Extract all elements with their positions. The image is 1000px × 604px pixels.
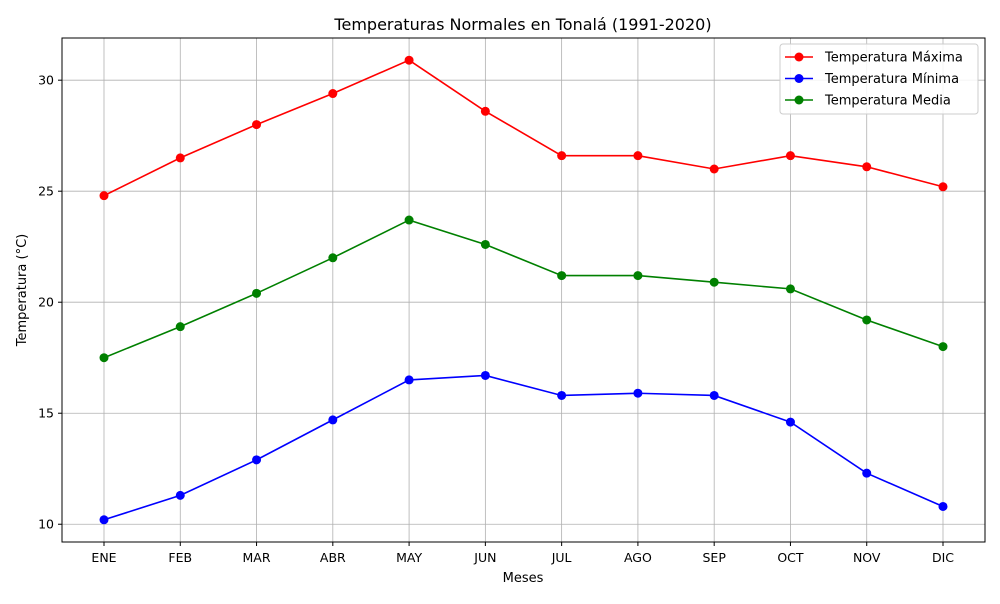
legend-label: Temperatura Máxima [824, 51, 963, 66]
x-tick-label: ABR [320, 550, 346, 565]
data-point [480, 106, 490, 116]
data-point [175, 322, 185, 332]
series-line [103, 59, 944, 197]
data-point [633, 388, 643, 398]
data-point [328, 253, 338, 263]
data-point [557, 271, 567, 281]
data-point [99, 191, 109, 201]
y-tick-label: 10 [38, 517, 54, 532]
data-point [862, 162, 872, 172]
series-1 [99, 55, 948, 201]
data-point [709, 164, 719, 174]
x-tick-label: OCT [777, 550, 804, 565]
data-point [252, 455, 262, 465]
data-point [404, 215, 414, 225]
x-tick-label: AGO [624, 550, 652, 565]
data-point [480, 239, 490, 249]
x-axis: ENE FEB MAR ABR MAY JUN JUL AGO SEP OCT NOV DIC [91, 542, 954, 565]
chart-title: Temperaturas Normales en Tonalá (1991-20… [333, 15, 711, 34]
y-tick-label: 20 [38, 295, 54, 310]
data-point [175, 153, 185, 163]
y-axis: 10 15 20 25 30 [38, 73, 62, 532]
x-tick-label: FEB [168, 550, 192, 565]
series-layer [99, 55, 948, 525]
data-point [404, 375, 414, 385]
y-tick-label: 25 [38, 184, 54, 199]
x-tick-label: MAR [243, 550, 271, 565]
x-tick-label: MAY [396, 550, 422, 565]
legend-swatch-marker [794, 74, 804, 83]
data-point [404, 55, 414, 65]
x-tick-label: DIC [932, 550, 954, 565]
x-tick-label: SEP [702, 550, 726, 565]
legend-swatch-marker [794, 95, 804, 105]
data-point [709, 390, 719, 400]
x-tick-label: ENE [91, 550, 116, 565]
legend-item: Temperatura Media [785, 94, 951, 109]
data-point [557, 390, 567, 400]
data-point [99, 515, 109, 525]
x-tick-label: JUN [473, 550, 496, 565]
grid [62, 38, 985, 542]
legend: Temperatura Máxima Temperatura Mínima Temp… [779, 43, 979, 115]
data-point [557, 151, 567, 161]
series-line [103, 374, 944, 521]
legend-label: Temperatura Mínima [824, 72, 959, 87]
legend-frame [779, 43, 979, 115]
data-point [938, 501, 948, 511]
data-point [785, 284, 795, 294]
data-point [328, 415, 338, 425]
data-point [633, 151, 643, 161]
data-point [709, 277, 719, 287]
plot-frame [61, 37, 986, 543]
y-tick-label: 30 [38, 73, 54, 88]
data-point [938, 182, 948, 192]
data-point [862, 315, 872, 325]
x-axis-label: Meses [503, 571, 544, 586]
data-point [175, 490, 185, 500]
data-point [99, 353, 109, 363]
legend-swatch-marker [794, 52, 804, 62]
data-point [480, 370, 490, 380]
series-line [103, 219, 944, 359]
data-point [938, 342, 948, 352]
data-point [252, 120, 262, 130]
series-3 [99, 215, 948, 363]
y-tick-label: 15 [38, 406, 54, 421]
legend-item: Temperatura Máxima [785, 51, 963, 66]
data-point [862, 468, 872, 478]
data-point [785, 417, 795, 427]
data-point [328, 89, 338, 99]
data-point [252, 288, 262, 298]
data-point [633, 271, 643, 281]
legend-label: Temperatura Media [824, 94, 951, 109]
legend-item: Temperatura Mínima [785, 72, 959, 87]
x-tick-label: NOV [853, 550, 881, 565]
series-2 [99, 370, 948, 525]
y-axis-label: Temperatura (°C) [15, 234, 30, 347]
data-point [785, 151, 795, 161]
x-tick-label: JUL [551, 550, 572, 565]
